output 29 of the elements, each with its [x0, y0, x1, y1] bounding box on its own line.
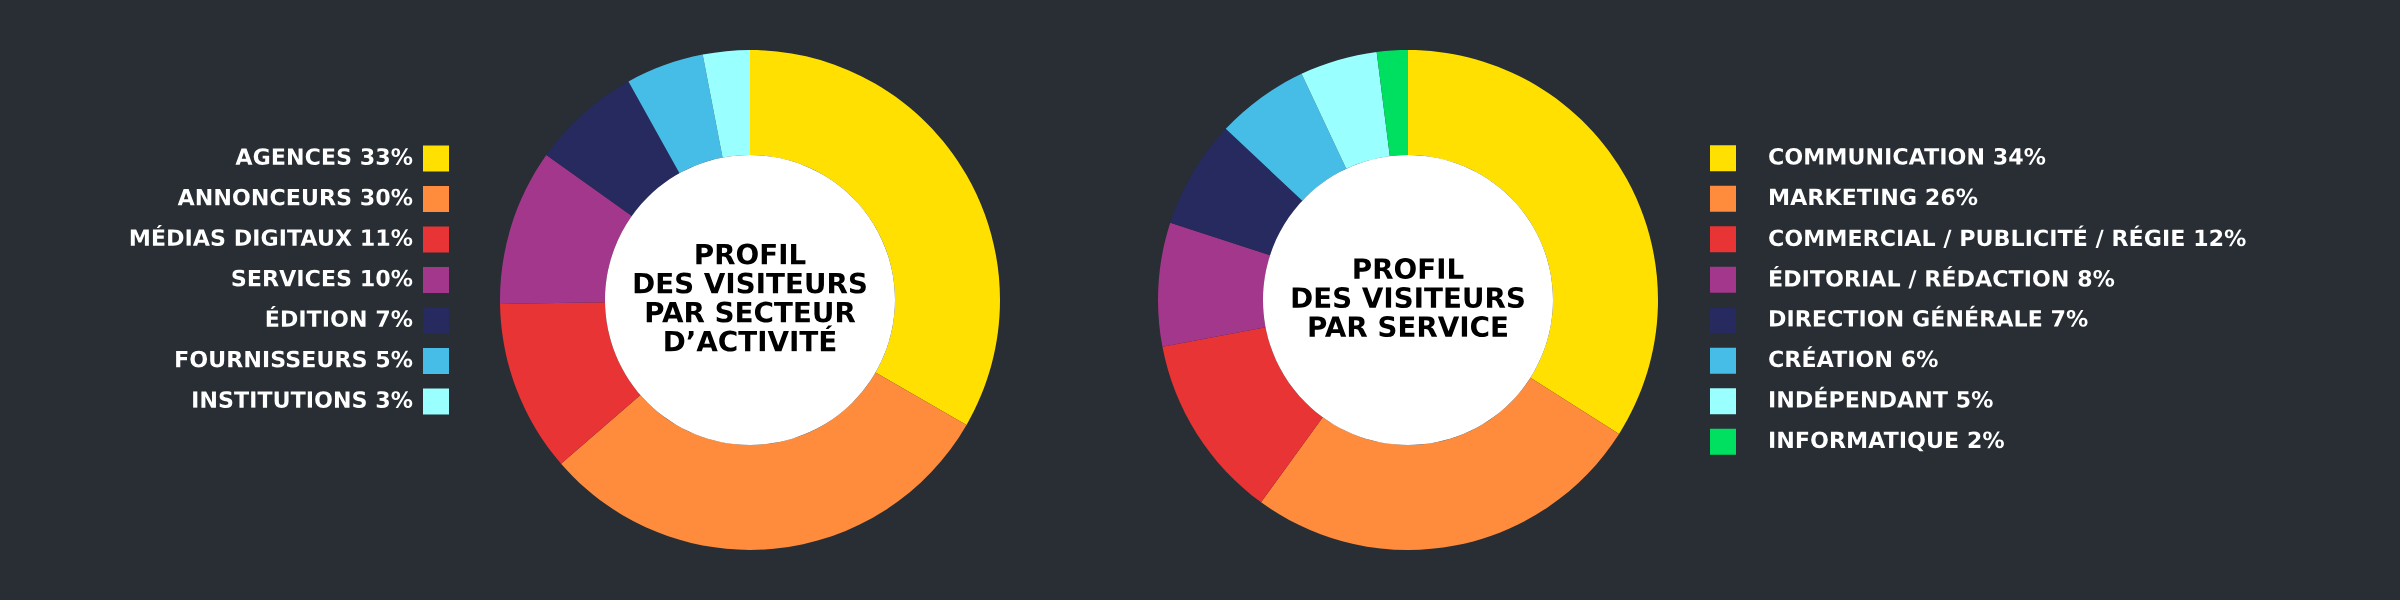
legend-label: DIRECTION GÉNÉRALE 7% [1770, 305, 2088, 327]
donut-slice [546, 81, 680, 216]
text: PROFIL DES VISITEURS PAR SERVICE [1292, 258, 1524, 338]
donut-slice [500, 302, 641, 464]
legend-label: CRÉATION 6% [1769, 346, 1938, 368]
legend-label: MÉDIAS DIGITAUX 11% [130, 225, 413, 246]
legend-label: ÉDITORIAL / RÉDACTION 8% [1770, 265, 2115, 289]
donut-slice [500, 154, 632, 304]
donut-slice [561, 372, 967, 550]
text: PROFIL DES VISITEURS PAR SECTEUR D’ACTIVITÉ [634, 243, 866, 352]
legend-label: FOURNISSEURS 5% [176, 350, 413, 368]
legend-label: INSTITUTIONS 3% [193, 391, 413, 408]
legend-label: ANNONCEURS 30% [177, 188, 413, 206]
donut-slice [1301, 51, 1390, 169]
legend-label: COMMERCIAL / PUBLICITÉ / RÉGIE 12% [1769, 225, 2246, 248]
donut-slice [1158, 222, 1271, 347]
legend-label: COMMUNICATION 34% [1769, 147, 2046, 165]
donut-slice [1261, 377, 1620, 550]
legend-label: AGENCES 33% [235, 148, 413, 165]
legend-label: SERVICES 10% [232, 269, 413, 287]
donut-slice [1376, 50, 1408, 157]
donut-slice [628, 54, 723, 174]
legend-label: MARKETING 26% [1770, 188, 1978, 206]
donut-slice [1170, 128, 1303, 256]
legend-label: ÉDITION 7% [266, 306, 413, 327]
donut-slice [702, 50, 750, 158]
donut-slice [1225, 73, 1347, 201]
legend-label: INFORMATIQUE 2% [1770, 431, 2004, 452]
legend-label: INDÉPENDANT 5% [1770, 386, 1993, 408]
